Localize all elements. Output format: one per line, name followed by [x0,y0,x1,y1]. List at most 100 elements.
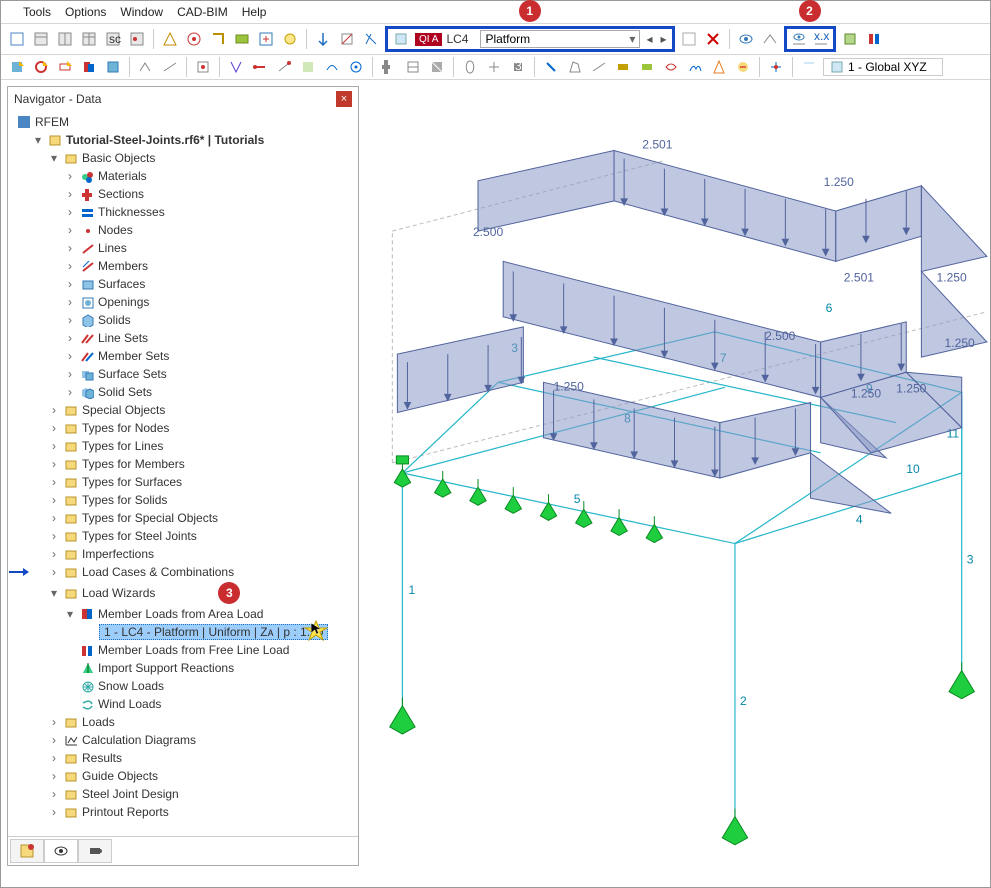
tb-icon[interactable] [226,57,246,77]
tb-icon[interactable] [298,57,318,77]
tb-icon[interactable] [541,57,561,77]
tb-icon[interactable] [127,29,147,49]
tree-folder[interactable]: ›Steel Joint Design [48,785,358,803]
tree-folder[interactable]: ›Results [48,749,358,767]
tb-icon[interactable] [637,57,657,77]
tb-icon[interactable] [733,57,753,77]
navigator-tree[interactable]: RFEM ▾Tutorial-Steel-Joints.rf6* | Tutor… [8,111,358,836]
tree-folder[interactable]: ›Types for Surfaces [48,473,358,491]
tb-icon[interactable] [685,57,705,77]
menu-help[interactable]: Help [242,5,267,19]
tree-item[interactable]: ›Surfaces [64,275,358,293]
tb-icon[interactable] [403,57,423,77]
tb-icon[interactable] [460,57,480,77]
nav-tab-views[interactable] [78,839,112,863]
tb-icon[interactable] [232,29,252,49]
tree-folder[interactable]: ›Loads [48,713,358,731]
tb-icon[interactable] [208,29,228,49]
global-xyz-dropdown[interactable]: 1 - Global XYZ [823,58,943,76]
tb-icon[interactable] [280,29,300,49]
menu-tools[interactable]: Tools [23,5,51,19]
tb-icon[interactable] [361,29,381,49]
loadcase-selector[interactable]: QI A LC4 Platform▾ ◂ ▸ [385,26,675,52]
tree-item[interactable]: ›Thicknesses [64,203,358,221]
tree-item[interactable]: ›Solid Sets [64,383,358,401]
lc-name-dropdown[interactable]: Platform▾ [480,30,640,48]
tb-icon[interactable] [661,57,681,77]
tree-folder[interactable]: ›Types for Solids [48,491,358,509]
tb-icon[interactable] [184,29,204,49]
tb-icon[interactable] [313,29,333,49]
tree-item[interactable]: ›Nodes [64,221,358,239]
eye-icon[interactable] [736,29,756,49]
tb-icon[interactable] [379,57,399,77]
tb-icon[interactable] [322,57,342,77]
tb-icon[interactable] [256,29,276,49]
model-viewport[interactable]: 1 2 3 4 5 6 7 8 9 10 11 3 [359,80,990,866]
tb-icon[interactable] [7,57,27,77]
tree-item[interactable]: ›Surface Sets [64,365,358,383]
tree-file[interactable]: ▾Tutorial-Steel-Joints.rf6* | Tutorials [32,131,358,149]
tb-icon[interactable] [565,57,585,77]
tree-selected-wizard[interactable]: 1 - LC4 - Platform | Uniform | Zᴀ | p : … [80,623,358,641]
tb-icon[interactable] [484,57,504,77]
tree-item[interactable]: Member Loads from Free Line Load [64,641,358,659]
tb-icon[interactable] [103,57,123,77]
tb-icon[interactable] [79,29,99,49]
tree-item[interactable]: Wind Loads [64,695,358,713]
tree-folder[interactable]: ›Types for Members [48,455,358,473]
tree-item[interactable]: ›Materials [64,167,358,185]
nav-tab-data[interactable] [10,839,44,863]
tb-icon[interactable] [799,57,819,77]
tree-item[interactable]: ›Member Sets [64,347,358,365]
tb-icon[interactable] [760,29,780,49]
tb-icon[interactable] [766,57,786,77]
tb-icon[interactable] [840,29,860,49]
tree-folder[interactable]: ›Special Objects [48,401,358,419]
tree-load-wizards[interactable]: ▾Load Wizards 3 [48,581,358,605]
delete-icon[interactable] [703,29,723,49]
tb-icon[interactable] [193,57,213,77]
tb-icon[interactable] [346,57,366,77]
tree-folder[interactable]: ›Printout Reports [48,803,358,821]
tb-icon[interactable] [709,57,729,77]
tb-icon[interactable] [7,29,27,49]
tree-folder[interactable]: ›Types for Steel Joints [48,527,358,545]
tb-icon[interactable] [136,57,156,77]
tree-item[interactable]: ›Members [64,257,358,275]
tree-folder[interactable]: ›Types for Nodes [48,419,358,437]
nav-tab-display[interactable] [44,839,78,863]
tb-icon[interactable] [337,29,357,49]
tb-icon[interactable] [427,57,447,77]
tree-folder[interactable]: ›Imperfections [48,545,358,563]
tb-icon[interactable] [250,57,270,77]
tree-item[interactable]: ›Lines [64,239,358,257]
lc-prev[interactable]: ◂ [644,32,654,46]
tb-icon[interactable] [274,57,294,77]
tree-folder[interactable]: ›Calculation Diagrams [48,731,358,749]
tb-icon[interactable] [160,29,180,49]
menu-cadbim[interactable]: CAD-BIM [177,5,228,19]
tb-icon[interactable] [864,29,884,49]
tree-item[interactable]: ›Line Sets [64,329,358,347]
tb-icon[interactable]: sc [103,29,123,49]
tb-icon[interactable]: 3 [508,57,528,77]
navigator-close[interactable]: × [336,91,352,107]
tb-icon[interactable] [613,57,633,77]
tree-folder[interactable]: ›Guide Objects [48,767,358,785]
tb-icon[interactable] [31,29,51,49]
tb-icon[interactable] [55,29,75,49]
tb-icon[interactable] [589,57,609,77]
tree-item[interactable]: ›Solids [64,311,358,329]
tree-basic-objects[interactable]: ▾Basic Objects [48,149,358,167]
view-values-toggle[interactable]: x.xx [784,26,836,52]
tree-folder[interactable]: ›Types for Special Objects [48,509,358,527]
tree-item[interactable]: Snow Loads [64,677,358,695]
tree-item[interactable]: ›Sections [64,185,358,203]
menu-options[interactable]: Options [65,5,106,19]
menu-window[interactable]: Window [120,5,163,19]
tree-item[interactable]: Import Support Reactions [64,659,358,677]
tree-root[interactable]: RFEM [16,113,358,131]
tb-icon[interactable] [79,57,99,77]
tree-folder[interactable]: ›Load Cases & Combinations [48,563,358,581]
